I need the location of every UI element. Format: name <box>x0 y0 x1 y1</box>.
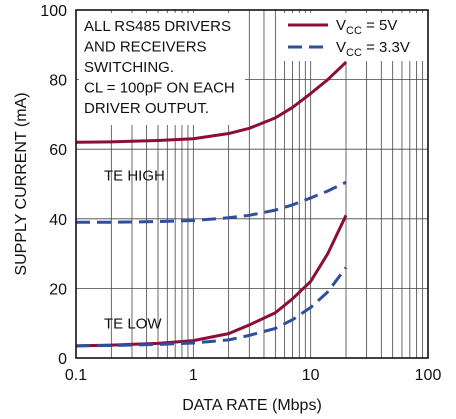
te-low-label: TE LOW <box>104 315 162 332</box>
x-tick-label: 10 <box>302 367 320 384</box>
series-line-3v3 <box>75 266 348 348</box>
y-tick-label: 80 <box>49 73 67 90</box>
y-tick-label: 20 <box>49 281 67 298</box>
note-line: SWITCHING. <box>84 59 174 76</box>
y-tick-label: 40 <box>49 212 67 229</box>
y-tick-label: 0 <box>58 351 67 368</box>
note-line: DRIVER OUTPUT. <box>84 100 209 117</box>
note-line: ALL RS485 DRIVERS <box>84 18 231 35</box>
legend-background <box>280 13 425 61</box>
legend-label-3v3: VCC = 3.3V <box>336 39 410 59</box>
x-tick-label: 1 <box>189 367 198 384</box>
series-group <box>75 61 348 348</box>
note-background <box>79 13 245 125</box>
y-tick-label: 60 <box>49 142 67 159</box>
plot-frame <box>75 9 429 359</box>
x-axis-label: DATA RATE (Mbps) <box>182 397 322 414</box>
x-tick-label: 0.1 <box>65 367 87 384</box>
legend-label-5v: VCC = 5V <box>336 17 397 37</box>
series-line-3v3 <box>76 180 347 224</box>
y-axis-label: SUPPLY CURRENT (mA) <box>13 92 30 275</box>
note-line: AND RECEIVERS <box>84 39 207 56</box>
te-high-label: TE HIGH <box>104 168 165 185</box>
tick-labels: 0.1 1 10 100 0 20 40 60 80 100 <box>40 3 441 384</box>
series-line-5v <box>75 61 348 144</box>
x-tick-label: 100 <box>415 367 442 384</box>
annotations: ALL RS485 DRIVERS AND RECEIVERS SWITCHING.… <box>79 13 245 332</box>
note-line: CL = 100pF ON EACH <box>84 80 235 97</box>
y-tick-label: 100 <box>40 3 67 20</box>
